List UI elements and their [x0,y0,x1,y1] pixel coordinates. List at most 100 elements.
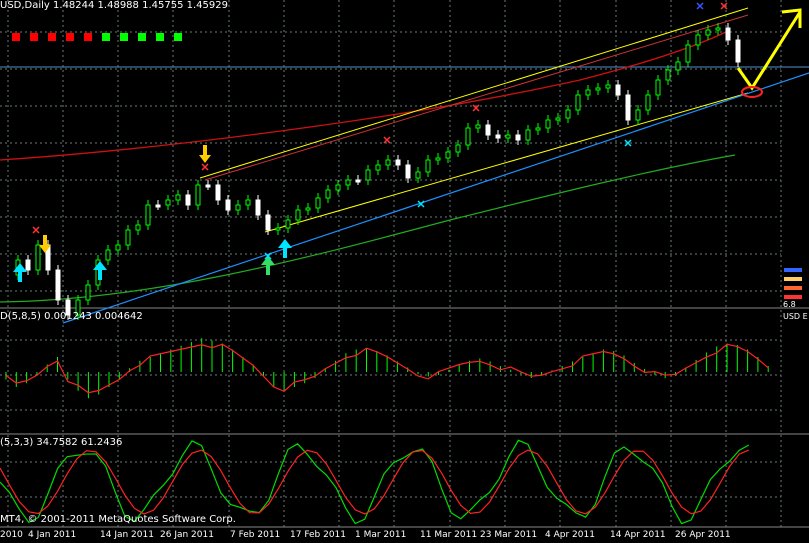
legend-value: 6.8 [783,300,796,309]
time-axis-label: 4 Apr 2011 [545,530,595,540]
candle-body [555,117,561,121]
signal-box [138,33,146,41]
time-axis-label: 26 Apr 2011 [675,530,731,540]
signal-box [48,33,56,41]
candle-body [535,127,541,131]
candle-body [105,249,111,261]
cross-marker-icon [264,252,272,260]
candle-body [35,244,41,271]
signal-box [120,33,128,41]
candle-body [135,224,141,231]
candle-body [665,69,671,81]
candle-body [155,204,161,208]
candle-body [705,29,711,36]
candle-body [455,144,461,153]
cross-marker-icon [383,136,391,144]
candle-body [415,171,421,179]
candle-body [145,204,151,226]
copyright-text: MT4, © 2001-2011 MetaQuotes Software Cor… [0,514,236,525]
candle-body [635,109,641,121]
time-axis-label: 7 Feb 2011 [230,530,281,540]
candle-body [475,124,481,129]
time-axis-label: 17 Feb 2011 [290,530,347,540]
candle-body [625,94,631,121]
candle-body [125,229,131,246]
signal-box [156,33,164,41]
candle-body [55,269,61,301]
candle-body [485,124,491,136]
candle-body [175,194,181,201]
candle-body [445,151,451,159]
time-axis-label: 23 Mar 2011 [480,530,538,540]
green-moving-average [0,154,736,303]
stochastic-signal-line [0,449,750,515]
candle-body [215,184,221,201]
osma-signal-line [5,343,769,394]
candle-body [85,284,91,301]
sell-arrow-icon [39,235,51,253]
channel-mid-line [264,92,749,233]
candle-body [295,209,301,221]
candle-body [695,34,701,46]
candle-body [315,197,321,209]
sell-arrow-icon [199,145,211,163]
candle-body [335,184,341,191]
candle-body [615,84,621,96]
candle-body [65,299,71,316]
candle-body [275,227,281,231]
candle-body [365,169,371,181]
candle-body [405,164,411,179]
annotation-circle-icon [741,86,763,98]
candle-body [425,159,431,173]
candle-body [585,89,591,96]
cross-marker-icon [696,2,704,10]
candle-body [735,39,741,63]
candle-body [205,184,211,188]
buy-arrow-icon [13,263,27,282]
candle-body [685,44,691,63]
candle-body [545,119,551,129]
cross-marker-icon [201,163,209,171]
candle-body [715,27,721,31]
buy-arrow-icon [261,256,275,275]
legend-swatch [784,286,802,290]
candle-body [25,259,31,271]
candle-body [185,194,191,206]
cross-marker-icon [417,200,425,208]
red-channel-line [204,14,749,181]
buy-arrow-icon [93,261,107,280]
signal-box [102,33,110,41]
candle-body [595,87,601,91]
candle-body [255,199,261,216]
cross-marker-icon [472,104,480,112]
candle-body [195,184,201,206]
candle-body [465,127,471,146]
candle-body [515,134,521,141]
candle-body [505,134,511,139]
signal-box [12,33,20,41]
candle-body [345,179,351,186]
legend-swatch [784,295,802,299]
annotation-arrowhead-icon [781,8,802,28]
candle-body [495,134,501,139]
candle-body [165,199,171,206]
stochastic-indicator-header: (5,3,3) 34.7582 61.2436 [0,437,123,448]
legend-swatch [784,268,802,272]
candle-body [565,109,571,119]
candle-body [435,157,441,161]
time-axis-label: 1 Mar 2011 [355,530,407,540]
candle-body [655,79,661,96]
candle-body [645,94,651,111]
time-axis-label: 14 Jan 2011 [100,530,154,540]
time-axis-label: 14 Apr 2011 [610,530,666,540]
annotation-arrow-icon [736,11,802,91]
candle-body [235,204,241,211]
cross-marker-icon [32,226,40,234]
candle-body [395,159,401,166]
channel-upper-line [199,7,749,179]
red-moving-average [0,29,731,161]
candle-body [725,27,731,41]
candle-body [675,61,681,71]
stochastic-main-line [0,439,750,525]
